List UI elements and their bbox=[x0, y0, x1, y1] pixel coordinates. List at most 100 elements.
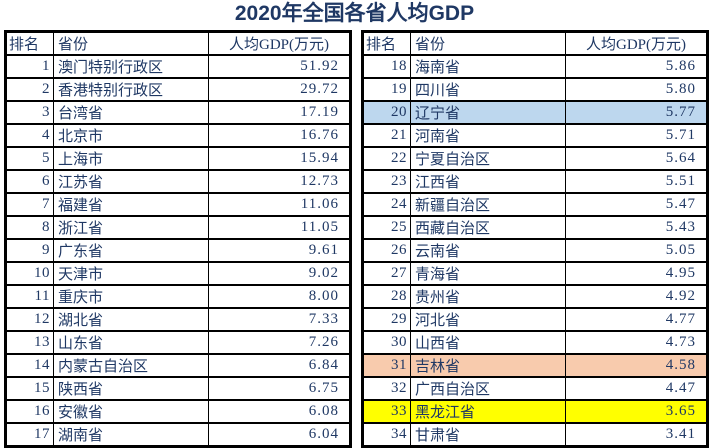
rank-cell: 12 bbox=[5, 307, 54, 332]
province-cell: 河北省 bbox=[410, 307, 566, 332]
table-row: 31 吉林省 4.58 bbox=[362, 353, 708, 378]
table-row: 32 广西自治区 4.47 bbox=[362, 376, 708, 401]
table-row: 4 北京市 16.76 bbox=[5, 123, 351, 148]
table-row: 20 辽宁省 5.77 bbox=[362, 100, 708, 125]
gdp-cell: 5.86 bbox=[565, 54, 708, 79]
gdp-cell: 4.77 bbox=[565, 307, 708, 332]
rank-cell: 34 bbox=[362, 422, 411, 448]
gdp-cell: 5.64 bbox=[565, 146, 708, 171]
rank-cell: 33 bbox=[362, 399, 411, 424]
gdp-cell: 5.47 bbox=[565, 192, 708, 217]
gdp-cell: 5.43 bbox=[565, 215, 708, 240]
table-row: 2 香港特别行政区 29.72 bbox=[5, 77, 351, 102]
table-row: 34 甘肃省 3.41 bbox=[362, 422, 708, 448]
table-row: 26 云南省 5.05 bbox=[362, 238, 708, 263]
gdp-cell: 6.08 bbox=[208, 399, 351, 424]
rank-cell: 6 bbox=[5, 169, 54, 194]
rank-cell: 22 bbox=[362, 146, 411, 171]
table-row: 18 海南省 5.86 bbox=[362, 54, 708, 79]
table-header-row: 排名 省份 人均GDP(万元) bbox=[5, 30, 351, 56]
table-row: 21 河南省 5.71 bbox=[362, 123, 708, 148]
rank-cell: 9 bbox=[5, 238, 54, 263]
province-cell: 山西省 bbox=[410, 330, 566, 355]
province-cell: 辽宁省 bbox=[410, 100, 566, 125]
rank-cell: 7 bbox=[5, 192, 54, 217]
gdp-cell: 51.92 bbox=[208, 54, 351, 79]
province-cell: 上海市 bbox=[53, 146, 209, 171]
rank-cell: 8 bbox=[5, 215, 54, 240]
table-row: 10 天津市 9.02 bbox=[5, 261, 351, 286]
province-cell: 甘肃省 bbox=[410, 422, 566, 448]
province-cell: 湖南省 bbox=[53, 422, 209, 448]
rank-cell: 2 bbox=[5, 77, 54, 102]
rank-cell: 30 bbox=[362, 330, 411, 355]
province-cell: 重庆市 bbox=[53, 284, 209, 309]
gdp-cell: 5.51 bbox=[565, 169, 708, 194]
rank-cell: 20 bbox=[362, 100, 411, 125]
gdp-cell: 11.06 bbox=[208, 192, 351, 217]
gdp-cell: 4.92 bbox=[565, 284, 708, 309]
province-cell: 安徽省 bbox=[53, 399, 209, 424]
province-cell: 浙江省 bbox=[53, 215, 209, 240]
table-row: 27 青海省 4.95 bbox=[362, 261, 708, 286]
rank-cell: 28 bbox=[362, 284, 411, 309]
gdp-cell: 12.73 bbox=[208, 169, 351, 194]
rank-cell: 16 bbox=[5, 399, 54, 424]
province-cell: 贵州省 bbox=[410, 284, 566, 309]
province-cell: 新疆自治区 bbox=[410, 192, 566, 217]
table-row: 23 江西省 5.51 bbox=[362, 169, 708, 194]
table-row: 16 安徽省 6.08 bbox=[5, 399, 351, 424]
gdp-cell: 6.84 bbox=[208, 353, 351, 378]
rank-cell: 23 bbox=[362, 169, 411, 194]
province-cell: 云南省 bbox=[410, 238, 566, 263]
province-cell: 山东省 bbox=[53, 330, 209, 355]
province-cell: 天津市 bbox=[53, 261, 209, 286]
province-cell: 四川省 bbox=[410, 77, 566, 102]
table-header-row: 排名 省份 人均GDP(万元) bbox=[362, 30, 708, 56]
rank-cell: 32 bbox=[362, 376, 411, 401]
rank-cell: 21 bbox=[362, 123, 411, 148]
gdp-cell: 7.26 bbox=[208, 330, 351, 355]
province-cell: 黑龙江省 bbox=[410, 399, 566, 424]
province-cell: 吉林省 bbox=[410, 353, 566, 378]
rank-cell: 25 bbox=[362, 215, 411, 240]
table-row: 30 山西省 4.73 bbox=[362, 330, 708, 355]
gdp-cell: 9.61 bbox=[208, 238, 351, 263]
gdp-cell: 5.05 bbox=[565, 238, 708, 263]
table-row: 25 西藏自治区 5.43 bbox=[362, 215, 708, 240]
table-row: 9 广东省 9.61 bbox=[5, 238, 351, 263]
rank-cell: 13 bbox=[5, 330, 54, 355]
rank-cell: 10 bbox=[5, 261, 54, 286]
province-cell: 宁夏自治区 bbox=[410, 146, 566, 171]
gdp-cell: 15.94 bbox=[208, 146, 351, 171]
rank-cell: 26 bbox=[362, 238, 411, 263]
gdp-table-left: 排名 省份 人均GDP(万元) 1 澳门特别行政区 51.92 2 香港特别行政区 29.… bbox=[4, 30, 352, 448]
rank-cell: 27 bbox=[362, 261, 411, 286]
gdp-cell: 6.04 bbox=[208, 422, 351, 448]
column-header-rank: 排名 bbox=[5, 30, 54, 56]
gdp-cell: 5.80 bbox=[565, 77, 708, 102]
table-row: 24 新疆自治区 5.47 bbox=[362, 192, 708, 217]
rank-cell: 17 bbox=[5, 422, 54, 448]
table-row: 8 浙江省 11.05 bbox=[5, 215, 351, 240]
table-row: 29 河北省 4.77 bbox=[362, 307, 708, 332]
gdp-cell: 4.95 bbox=[565, 261, 708, 286]
province-cell: 湖北省 bbox=[53, 307, 209, 332]
province-cell: 海南省 bbox=[410, 54, 566, 79]
table-row: 14 内蒙古自治区 6.84 bbox=[5, 353, 351, 378]
rank-cell: 14 bbox=[5, 353, 54, 378]
province-cell: 西藏自治区 bbox=[410, 215, 566, 240]
province-cell: 北京市 bbox=[53, 123, 209, 148]
rank-cell: 11 bbox=[5, 284, 54, 309]
table-row: 13 山东省 7.26 bbox=[5, 330, 351, 355]
province-cell: 内蒙古自治区 bbox=[53, 353, 209, 378]
rank-cell: 31 bbox=[362, 353, 411, 378]
rank-cell: 5 bbox=[5, 146, 54, 171]
rank-cell: 15 bbox=[5, 376, 54, 401]
table-row: 5 上海市 15.94 bbox=[5, 146, 351, 171]
province-cell: 青海省 bbox=[410, 261, 566, 286]
rank-cell: 29 bbox=[362, 307, 411, 332]
rank-cell: 4 bbox=[5, 123, 54, 148]
column-header-province: 省份 bbox=[410, 30, 566, 56]
table-row: 15 陕西省 6.75 bbox=[5, 376, 351, 401]
